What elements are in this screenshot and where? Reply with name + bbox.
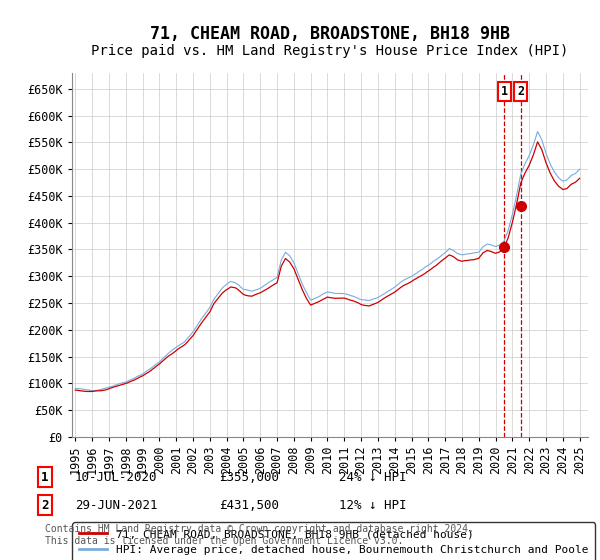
Text: 1: 1 [501,85,508,98]
Text: £431,500: £431,500 [219,498,279,512]
Text: 1: 1 [41,470,49,484]
Legend: 71, CHEAM ROAD, BROADSTONE, BH18 9HB (detached house), HPI: Average price, detac: 71, CHEAM ROAD, BROADSTONE, BH18 9HB (de… [73,522,595,560]
Text: 12% ↓ HPI: 12% ↓ HPI [339,498,407,512]
Text: 29-JUN-2021: 29-JUN-2021 [75,498,157,512]
Text: Price paid vs. HM Land Registry's House Price Index (HPI): Price paid vs. HM Land Registry's House … [91,44,569,58]
Text: 24% ↓ HPI: 24% ↓ HPI [339,470,407,484]
Text: 10-JUL-2020: 10-JUL-2020 [75,470,157,484]
Text: 71, CHEAM ROAD, BROADSTONE, BH18 9HB: 71, CHEAM ROAD, BROADSTONE, BH18 9HB [150,25,510,43]
Text: Contains HM Land Registry data © Crown copyright and database right 2024.
This d: Contains HM Land Registry data © Crown c… [45,524,474,546]
Text: £355,000: £355,000 [219,470,279,484]
Text: 2: 2 [517,85,524,98]
Text: 2: 2 [41,498,49,512]
